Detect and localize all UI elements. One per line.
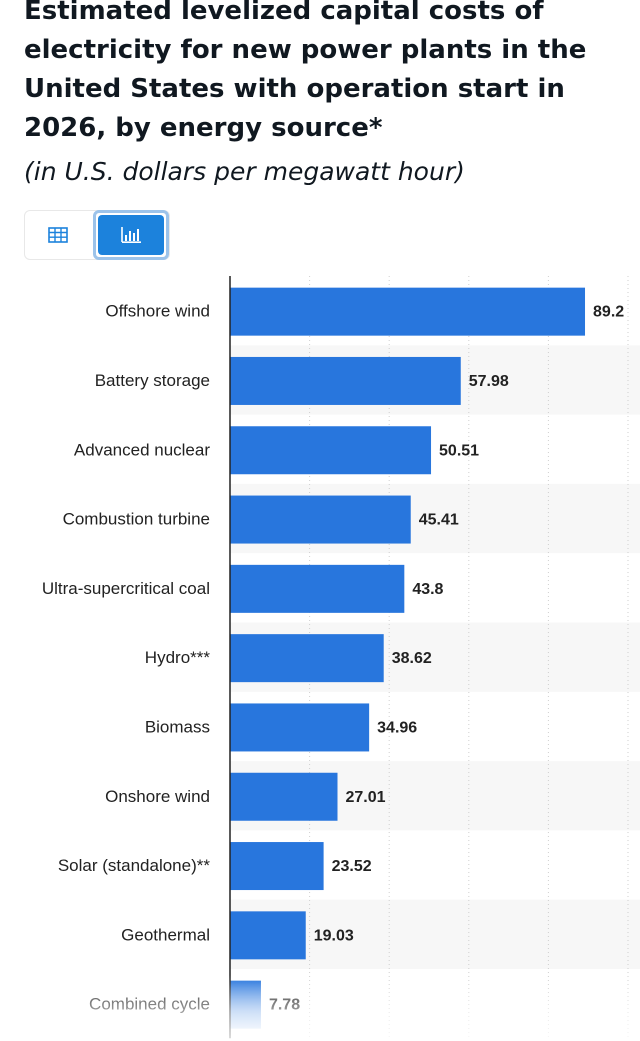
value-label: 23.52 — [332, 858, 372, 875]
category-label: Solar (standalone)** — [58, 856, 211, 875]
bar — [230, 634, 384, 683]
value-label: 19.03 — [314, 927, 354, 944]
value-label: 38.62 — [392, 650, 432, 667]
bar — [230, 356, 461, 405]
table-grid-icon — [48, 227, 68, 243]
value-label: 50.51 — [439, 442, 479, 459]
bar-chart-icon — [121, 227, 141, 244]
value-label: 57.98 — [469, 373, 509, 390]
category-label: Offshore wind — [105, 302, 210, 321]
value-label: 27.01 — [345, 789, 385, 806]
category-label: Onshore wind — [105, 787, 210, 806]
bar — [230, 980, 261, 1029]
bar — [230, 772, 338, 821]
category-label: Combustion turbine — [63, 510, 210, 529]
bar — [230, 426, 432, 475]
category-label: Biomass — [145, 717, 210, 736]
category-label: Advanced nuclear — [74, 440, 210, 459]
value-label: 34.96 — [377, 719, 417, 736]
value-label: 45.41 — [419, 512, 459, 529]
table-view-button[interactable] — [25, 211, 91, 259]
bar — [230, 842, 324, 891]
chart-subtitle: (in U.S. dollars per megawatt hour) — [24, 157, 465, 186]
chart-view-button[interactable] — [93, 210, 169, 260]
bar — [230, 287, 586, 336]
bar — [230, 495, 411, 544]
chart-title: Estimated levelized capital costs of ele… — [24, 0, 587, 143]
value-label: 43.8 — [412, 581, 443, 598]
category-label: Geothermal — [121, 925, 210, 944]
category-label: Hydro*** — [145, 648, 211, 667]
bar — [230, 703, 370, 752]
bar — [230, 911, 306, 960]
value-label: 89.2 — [593, 304, 624, 321]
category-label: Combined cycle — [89, 995, 210, 1014]
chart-view-button-fill — [98, 215, 164, 255]
view-toggle — [24, 210, 170, 260]
category-label: Ultra-supercritical coal — [42, 579, 210, 598]
value-label: 7.78 — [269, 997, 300, 1014]
category-label: Battery storage — [95, 371, 210, 390]
bar — [230, 564, 405, 613]
